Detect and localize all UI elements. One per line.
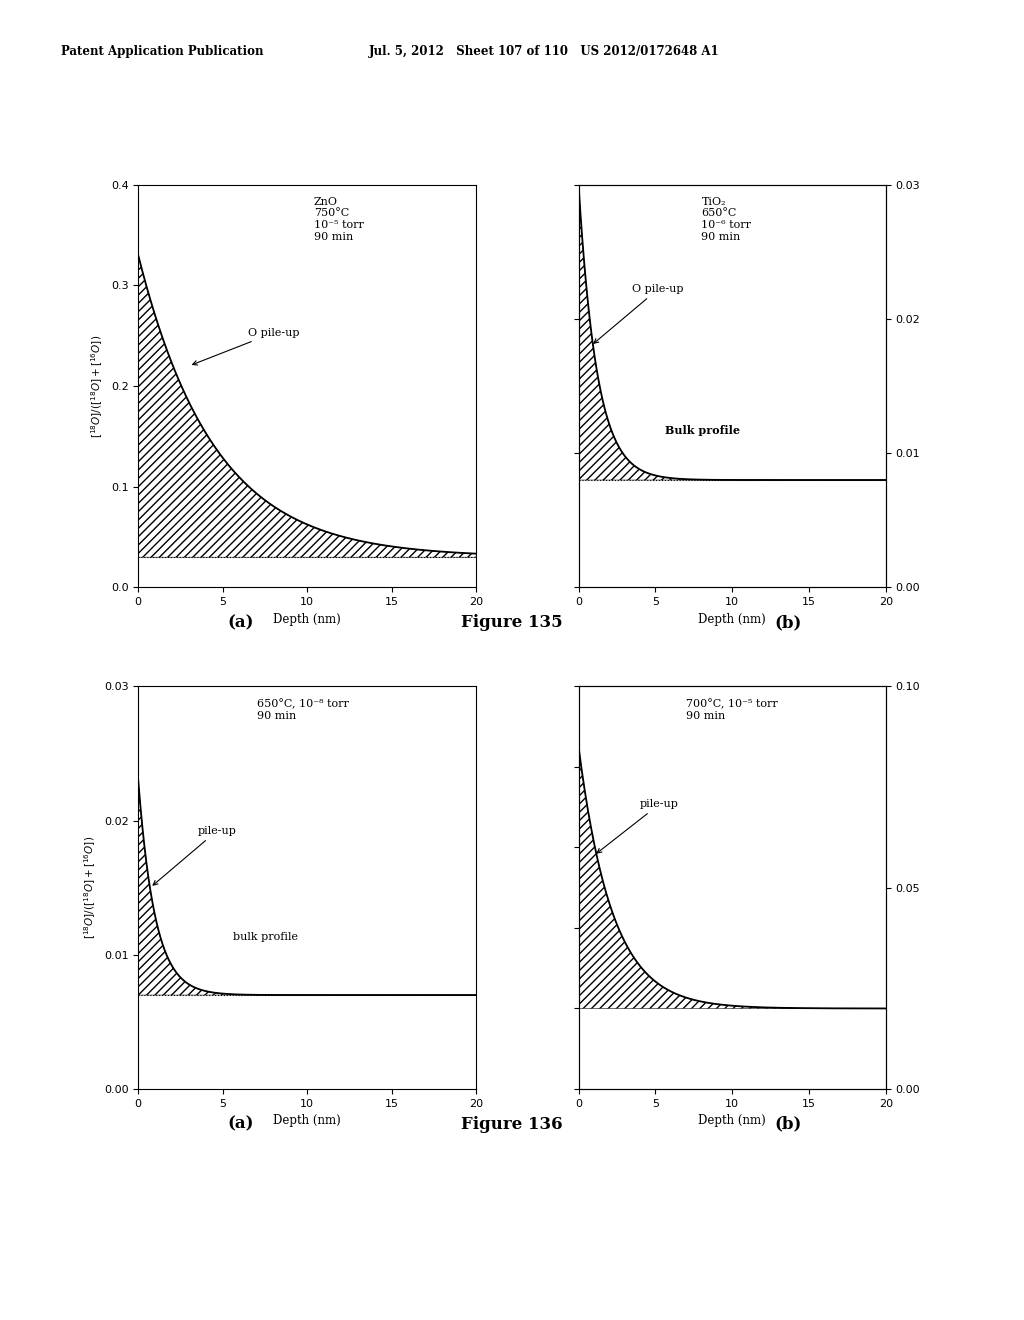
Text: ZnO
750°C
10⁻⁵ torr
90 min: ZnO 750°C 10⁻⁵ torr 90 min: [314, 197, 364, 242]
X-axis label: Depth (nm): Depth (nm): [698, 612, 766, 626]
Text: (b): (b): [775, 1115, 802, 1133]
Text: O pile-up: O pile-up: [193, 327, 300, 364]
Text: pile-up: pile-up: [597, 799, 679, 853]
Text: pile-up: pile-up: [154, 826, 237, 886]
Text: TiO₂
650°C
10⁻⁶ torr
90 min: TiO₂ 650°C 10⁻⁶ torr 90 min: [701, 197, 752, 242]
Text: Patent Application Publication: Patent Application Publication: [61, 45, 264, 58]
Y-axis label: $[^{18}O]/([^{18}O]+[^{16}O])$: $[^{18}O]/([^{18}O]+[^{16}O])$: [83, 836, 98, 940]
Text: 700°C, 10⁻⁵ torr
90 min: 700°C, 10⁻⁵ torr 90 min: [686, 698, 778, 721]
Text: 650°C, 10⁻⁸ torr
90 min: 650°C, 10⁻⁸ torr 90 min: [256, 698, 348, 721]
Text: Bulk profile: Bulk profile: [665, 425, 739, 437]
Text: (b): (b): [775, 614, 802, 631]
Text: (a): (a): [227, 1115, 254, 1133]
Text: bulk profile: bulk profile: [232, 932, 298, 942]
X-axis label: Depth (nm): Depth (nm): [698, 1114, 766, 1127]
X-axis label: Depth (nm): Depth (nm): [273, 1114, 341, 1127]
Text: Jul. 5, 2012   Sheet 107 of 110   US 2012/0172648 A1: Jul. 5, 2012 Sheet 107 of 110 US 2012/01…: [369, 45, 719, 58]
Text: (a): (a): [227, 614, 254, 631]
Text: O pile-up: O pile-up: [594, 284, 684, 343]
X-axis label: Depth (nm): Depth (nm): [273, 612, 341, 626]
Y-axis label: $[^{18}O]/([^{18}O]+[^{16}O])$: $[^{18}O]/([^{18}O]+[^{16}O])$: [89, 334, 105, 438]
Text: Figure 136: Figure 136: [461, 1115, 563, 1133]
Text: Figure 135: Figure 135: [461, 614, 563, 631]
